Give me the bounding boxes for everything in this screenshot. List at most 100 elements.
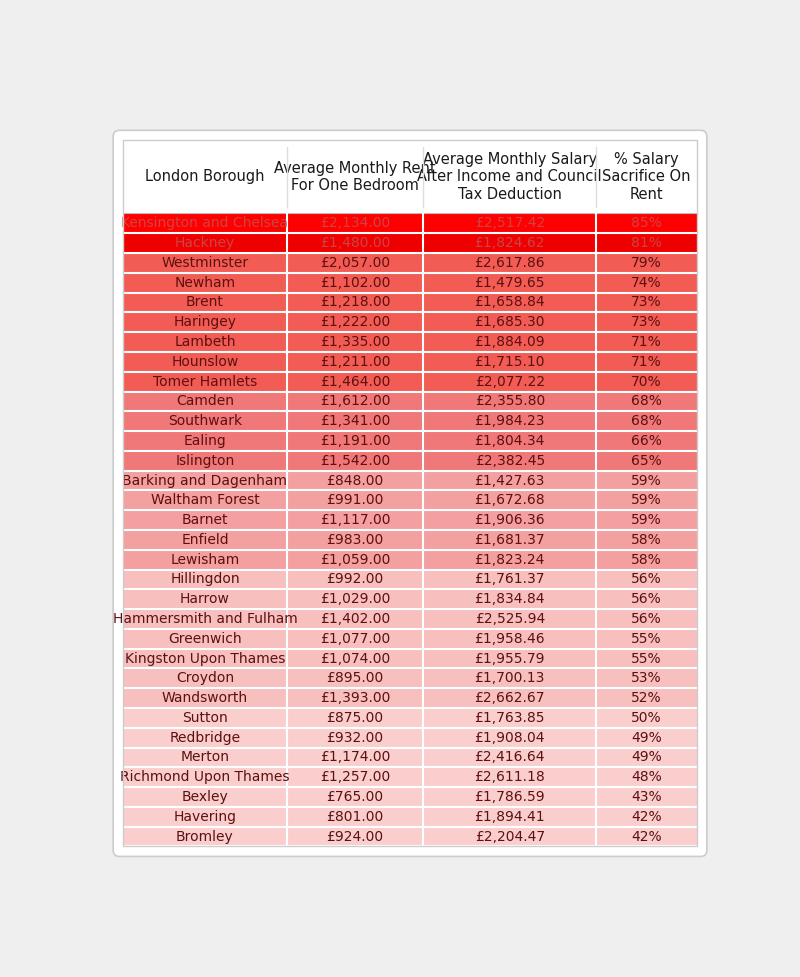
Bar (123, 332, 697, 352)
Text: Redbridge: Redbridge (170, 731, 241, 744)
Bar (123, 141, 697, 214)
Text: £1,763.85: £1,763.85 (474, 711, 545, 725)
Text: 79%: 79% (631, 256, 662, 270)
Bar (123, 629, 697, 649)
Bar (123, 807, 697, 827)
Text: £2,077.22: £2,077.22 (474, 374, 545, 389)
Text: 43%: 43% (631, 790, 662, 804)
Text: Lambeth: Lambeth (174, 335, 236, 349)
Bar (123, 471, 697, 490)
Text: Hounslow: Hounslow (171, 355, 238, 369)
Text: £1,612.00: £1,612.00 (320, 395, 390, 408)
Text: £1,984.23: £1,984.23 (474, 414, 545, 428)
Text: £1,958.46: £1,958.46 (474, 632, 545, 646)
Text: Tomer Hamlets: Tomer Hamlets (153, 374, 257, 389)
Text: £1,715.10: £1,715.10 (474, 355, 545, 369)
Text: £1,786.59: £1,786.59 (474, 790, 545, 804)
Text: £1,479.65: £1,479.65 (474, 276, 545, 290)
Text: £895.00: £895.00 (326, 671, 383, 685)
Text: £1,955.79: £1,955.79 (474, 652, 545, 665)
Bar (123, 490, 697, 510)
Text: Islington: Islington (175, 453, 234, 468)
Text: 49%: 49% (631, 750, 662, 764)
Text: 71%: 71% (631, 355, 662, 369)
Text: £1,102.00: £1,102.00 (320, 276, 390, 290)
Text: £1,834.84: £1,834.84 (474, 592, 545, 606)
Text: £1,117.00: £1,117.00 (320, 513, 390, 527)
Text: Ealing: Ealing (183, 434, 226, 447)
Text: Waltham Forest: Waltham Forest (150, 493, 259, 507)
Text: % Salary
Sacrifice On
Rent: % Salary Sacrifice On Rent (602, 152, 691, 202)
Bar (123, 688, 697, 708)
Text: 58%: 58% (631, 553, 662, 567)
Text: Newham: Newham (174, 276, 235, 290)
Text: Hillingdon: Hillingdon (170, 573, 240, 586)
Text: 65%: 65% (631, 453, 662, 468)
Text: £1,402.00: £1,402.00 (320, 612, 390, 626)
Text: 56%: 56% (631, 573, 662, 586)
Text: 74%: 74% (631, 276, 662, 290)
Text: £1,761.37: £1,761.37 (474, 573, 545, 586)
Bar (123, 827, 697, 846)
Text: £1,427.63: £1,427.63 (474, 474, 545, 488)
Bar (123, 668, 697, 688)
Text: £1,906.36: £1,906.36 (474, 513, 545, 527)
Text: Kingston Upon Thames: Kingston Upon Thames (125, 652, 285, 665)
Text: £1,335.00: £1,335.00 (320, 335, 390, 349)
Text: £2,204.47: £2,204.47 (474, 829, 545, 843)
Bar (123, 609, 697, 629)
Bar (123, 431, 697, 450)
Text: £1,685.30: £1,685.30 (474, 316, 545, 329)
Text: Average Monthly Salary
After Income and Council
Tax Deduction: Average Monthly Salary After Income and … (418, 152, 602, 202)
Text: 71%: 71% (631, 335, 662, 349)
Bar (123, 234, 697, 253)
Text: £1,908.04: £1,908.04 (474, 731, 545, 744)
Text: £1,884.09: £1,884.09 (474, 335, 545, 349)
Text: Bromley: Bromley (176, 829, 234, 843)
Text: £2,057.00: £2,057.00 (320, 256, 390, 270)
Text: £1,480.00: £1,480.00 (320, 236, 390, 250)
Bar (123, 649, 697, 668)
Text: £992.00: £992.00 (326, 573, 383, 586)
Bar (123, 747, 697, 767)
Text: £1,658.84: £1,658.84 (474, 295, 545, 310)
Text: 42%: 42% (631, 829, 662, 843)
Text: £2,382.45: £2,382.45 (474, 453, 545, 468)
Text: £2,662.67: £2,662.67 (474, 691, 545, 705)
Text: Haringey: Haringey (174, 316, 237, 329)
Text: £1,341.00: £1,341.00 (320, 414, 390, 428)
Text: 58%: 58% (631, 532, 662, 547)
Text: £924.00: £924.00 (326, 829, 383, 843)
Text: 59%: 59% (631, 493, 662, 507)
Text: 66%: 66% (631, 434, 662, 447)
Text: £2,611.18: £2,611.18 (474, 770, 545, 785)
Text: Kensington and Chelsea: Kensington and Chelsea (122, 216, 289, 231)
Text: 68%: 68% (631, 414, 662, 428)
Text: £801.00: £801.00 (326, 810, 383, 824)
Text: £765.00: £765.00 (326, 790, 383, 804)
Text: £1,174.00: £1,174.00 (320, 750, 390, 764)
Text: £983.00: £983.00 (326, 532, 383, 547)
Text: £875.00: £875.00 (326, 711, 383, 725)
Text: 68%: 68% (631, 395, 662, 408)
Text: 53%: 53% (631, 671, 662, 685)
Text: 49%: 49% (631, 731, 662, 744)
Text: 70%: 70% (631, 374, 662, 389)
Bar (123, 313, 697, 332)
Text: Westminster: Westminster (162, 256, 249, 270)
Text: 50%: 50% (631, 711, 662, 725)
Text: 48%: 48% (631, 770, 662, 785)
Text: Merton: Merton (181, 750, 230, 764)
Bar (123, 708, 697, 728)
Text: 42%: 42% (631, 810, 662, 824)
Text: £1,393.00: £1,393.00 (320, 691, 390, 705)
Text: £1,191.00: £1,191.00 (320, 434, 390, 447)
Text: Barking and Dagenham: Barking and Dagenham (122, 474, 287, 488)
Bar (123, 411, 697, 431)
Text: Southwark: Southwark (168, 414, 242, 428)
Text: £1,029.00: £1,029.00 (320, 592, 390, 606)
Text: 52%: 52% (631, 691, 662, 705)
Text: Enfield: Enfield (181, 532, 229, 547)
Bar (123, 392, 697, 411)
Bar (123, 292, 697, 313)
